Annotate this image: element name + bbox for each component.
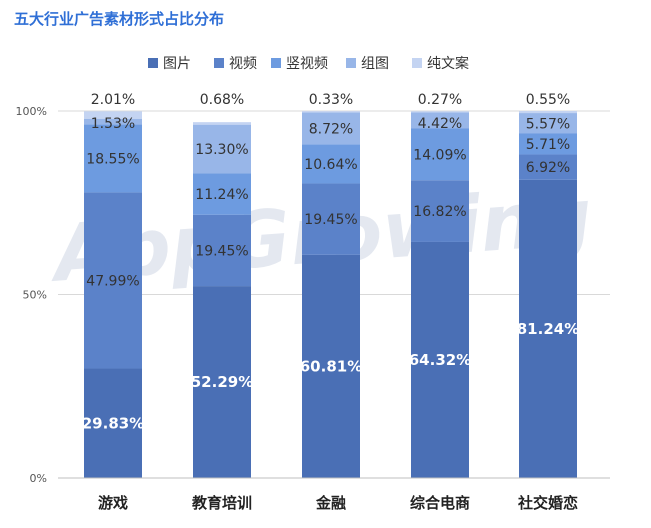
bar-segment-4-4 <box>519 111 577 114</box>
data-label-3-3: 4.42% <box>418 116 462 132</box>
y-tick-label: 0% <box>30 472 47 485</box>
data-label-2-0: 60.81% <box>300 357 362 375</box>
data-label-3-1: 16.82% <box>413 204 466 220</box>
bar-segment-2-4 <box>302 111 360 113</box>
legend-swatch-2 <box>271 58 281 68</box>
data-label-2-4: 0.33% <box>309 92 353 108</box>
data-label-2-3: 8.72% <box>309 121 353 137</box>
data-label-3-2: 14.09% <box>413 147 466 163</box>
bar-segment-0-4 <box>84 111 142 119</box>
bar-segment-1-3 <box>193 124 251 174</box>
x-tick-label: 教育培训 <box>191 494 252 512</box>
chart-title: 五大行业广告素材形式占比分布 <box>14 10 225 28</box>
data-label-3-4: 0.27% <box>418 92 462 108</box>
bar-segment-4-0 <box>519 179 577 479</box>
legend-label-3: 组图 <box>361 56 389 72</box>
legend-label-0: 图片 <box>163 56 191 72</box>
x-tick-label: 金融 <box>315 494 346 512</box>
legend-swatch-0 <box>148 58 158 68</box>
legend-swatch-3 <box>346 58 356 68</box>
x-tick-label: 综合电商 <box>410 494 470 512</box>
data-label-0-3: 1.53% <box>91 116 135 132</box>
data-label-2-1: 19.45% <box>304 212 357 228</box>
bar-segment-0-2 <box>84 124 142 193</box>
bar-segment-0-1 <box>84 192 142 369</box>
bar-segment-2-3 <box>302 112 360 145</box>
data-label-0-0: 29.83% <box>82 414 144 432</box>
x-tick-label: 游戏 <box>98 494 128 512</box>
data-label-2-2: 10.64% <box>304 157 357 173</box>
legend-label-1: 视频 <box>229 56 257 72</box>
data-label-4-3: 5.57% <box>526 116 570 132</box>
legend-swatch-1 <box>214 58 224 68</box>
bar-segment-3-0 <box>411 241 469 478</box>
data-label-0-2: 18.55% <box>86 151 139 167</box>
data-label-1-2: 11.24% <box>195 187 248 203</box>
data-label-1-4: 0.68% <box>200 92 244 108</box>
data-label-0-4: 2.01% <box>91 92 135 108</box>
data-label-1-0: 52.29% <box>191 373 253 391</box>
bar-segment-2-1 <box>302 183 360 255</box>
bar-segment-4-2 <box>519 133 577 155</box>
bar-segment-1-2 <box>193 173 251 215</box>
data-label-0-1: 47.99% <box>86 273 139 289</box>
bar-segment-2-2 <box>302 144 360 184</box>
data-label-4-0: 81.24% <box>517 320 579 338</box>
y-tick-label: 50% <box>23 289 47 302</box>
data-label-1-1: 19.45% <box>195 243 248 259</box>
data-label-4-2: 5.71% <box>526 137 570 153</box>
bar-segment-3-2 <box>411 128 469 181</box>
bar-segment-0-3 <box>84 118 142 125</box>
y-tick-label: 100% <box>16 105 47 118</box>
legend-label-4: 纯文案 <box>427 55 469 72</box>
legend-swatch-4 <box>412 58 422 68</box>
bar-segment-2-0 <box>302 254 360 478</box>
bar-segment-1-4 <box>193 122 251 125</box>
bar-segment-4-1 <box>519 154 577 180</box>
data-label-4-1: 6.92% <box>526 160 570 176</box>
bar-segment-1-1 <box>193 214 251 287</box>
bar-segment-3-3 <box>411 112 469 129</box>
data-label-1-3: 13.30% <box>195 142 248 158</box>
bar-segment-3-4 <box>411 111 469 113</box>
data-label-3-0: 64.32% <box>409 351 471 369</box>
bar-segment-0-0 <box>84 368 142 478</box>
data-label-4-4: 0.55% <box>526 92 570 108</box>
bar-segment-1-0 <box>193 286 251 478</box>
bar-segment-3-1 <box>411 180 469 242</box>
bar-segment-4-3 <box>519 113 577 134</box>
x-tick-label: 社交婚恋 <box>517 494 578 512</box>
legend-label-2: 竖视频 <box>286 56 328 72</box>
